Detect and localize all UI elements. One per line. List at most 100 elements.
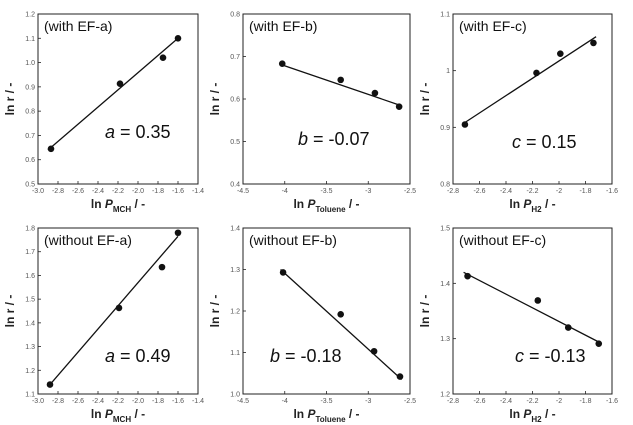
exponent-var: b [298, 129, 308, 149]
exponent-annotation: b = -0.18 [270, 346, 342, 366]
x-axis-label-prefix: ln [91, 197, 105, 211]
plot-frame [452, 13, 613, 185]
x-tick-label: -3.0 [32, 188, 44, 195]
x-tick-label: -1.8 [152, 398, 164, 405]
x-tick-label: -2.6 [473, 398, 485, 405]
panel-1: -3.0 -2.8 -2.6 -2.4 -2.2 -2.0 -1.8 -1.6 -1.4 0.5 0… [3, 12, 204, 215]
x-tick-label: -3.0 [32, 398, 44, 405]
x-tick-label: -4 [282, 188, 288, 195]
exponent-annotation: c = -0.13 [515, 346, 586, 366]
x-tick-label: -1.8 [579, 188, 591, 195]
data-point [595, 340, 603, 347]
x-axis-label-var: P [307, 407, 316, 421]
panel-4: -3.0 -2.8 -2.6 -2.4 -2.2 -2.0 -1.8 -1.6 -1.4 1.1 1… [3, 226, 204, 425]
data-point [159, 54, 167, 62]
y-tick-label: 1.1 [25, 36, 35, 43]
x-tick-label: -4.5 [237, 188, 249, 195]
x-tick-label: -2.2 [526, 188, 538, 195]
x-axis-label-suffix: / - [346, 407, 360, 421]
panel-label: (without EF-b) [249, 232, 337, 248]
panel-label: (with EF-b) [249, 18, 317, 34]
plot-frame [37, 13, 199, 185]
x-axis-label-prefix: ln [509, 197, 523, 211]
x-tick-label: -1.8 [579, 398, 591, 405]
data-point [279, 269, 287, 276]
y-tick-label: 1.3 [230, 267, 240, 274]
x-axis-label: ln PMCH / - [91, 407, 145, 424]
data-point [174, 34, 182, 42]
exponent-value: = 0.35 [115, 122, 171, 142]
data-point [464, 272, 471, 280]
data-point [158, 263, 166, 271]
x-tick-label: -2.8 [447, 398, 459, 405]
x-axis-label-prefix: ln [293, 407, 307, 421]
x-tick-label: -4.5 [237, 398, 249, 405]
y-tick-label: 0.8 [25, 109, 35, 116]
x-axis-label: ln PToluene / - [293, 407, 359, 424]
x-axis-label-var: P [105, 407, 114, 421]
panel-3: -2.8 -2.6 -2.4 -2.2 -2 -1.8 -1.6 0.8 0.9 1 1.1 ln r… [418, 12, 618, 215]
data-point [590, 39, 597, 47]
x-axis-label-suffix: / - [131, 407, 145, 421]
data-point [371, 89, 379, 97]
y-tick-label: 0.8 [440, 182, 450, 189]
y-axis-label: ln r / - [418, 83, 432, 116]
x-tick-label: -1.6 [606, 188, 618, 195]
x-tick-label: -2 [556, 398, 562, 405]
data-point [534, 297, 542, 304]
x-axis-label-sub: MCH [113, 415, 131, 424]
y-tick-label: 1.2 [440, 392, 450, 399]
x-tick-label: -1.6 [172, 188, 184, 195]
exponent-var: c [512, 132, 521, 152]
exponent-value: = 0.15 [521, 132, 577, 152]
data-point [396, 373, 404, 380]
x-tick-label: -2.5 [404, 398, 416, 405]
x-tick-label: -2.0 [132, 398, 144, 405]
x-axis-label: ln PMCH / - [91, 197, 145, 214]
y-tick-label: 0.9 [25, 84, 35, 91]
y-tick-label: 1.5 [440, 226, 450, 233]
x-tick-label: -2.4 [92, 398, 104, 405]
y-tick-label: 1.6 [25, 273, 35, 280]
exponent-annotation: a = 0.35 [105, 122, 171, 142]
data-point [461, 121, 469, 128]
y-tick-label: 0.9 [440, 125, 450, 132]
panel-2: -4.5 -4 -3.5 -3 -2.5 0.4 0.5 0.6 0.7 0.8 ln r / - l… [208, 12, 416, 215]
data-point [116, 80, 124, 87]
x-axis-label-suffix: / - [542, 407, 556, 421]
data-point [533, 69, 540, 77]
exponent-annotation: c = 0.15 [512, 132, 577, 152]
y-tick-label: 1.4 [25, 320, 35, 327]
x-axis-label-prefix: ln [509, 407, 523, 421]
x-axis-label-sub: Toluene [315, 415, 346, 424]
exponent-var: a [105, 122, 115, 142]
panels: -3.0 -2.8 -2.6 -2.4 -2.2 -2.0 -1.8 -1.6 -1.4 0.5 0… [3, 12, 618, 425]
x-tick-label: -1.6 [172, 398, 184, 405]
plot-frame [242, 13, 411, 185]
y-tick-label: 1.3 [25, 344, 35, 351]
x-axis-label-var: P [307, 197, 316, 211]
data-point [337, 76, 344, 84]
exponent-value: = 0.49 [115, 346, 171, 366]
x-tick-label: -2.6 [473, 188, 485, 195]
x-axis-label-var: P [105, 197, 114, 211]
x-tick-label: -2.6 [72, 398, 84, 405]
y-tick-label: 0.8 [230, 12, 240, 19]
fit-line [463, 36, 597, 124]
x-axis-label-var: P [523, 197, 532, 211]
y-tick-label: 1.1 [440, 12, 450, 19]
x-tick-label: -2.2 [112, 188, 124, 195]
x-tick-label: -2 [556, 188, 562, 195]
y-tick-label: 0.7 [230, 54, 240, 61]
x-tick-label: -2.4 [92, 188, 104, 195]
panel-label: (with EF-c) [459, 18, 527, 34]
data-point [564, 324, 572, 331]
x-tick-label: -2.8 [52, 188, 64, 195]
y-tick-label: 1.5 [25, 297, 35, 304]
panel-label: (without EF-c) [459, 232, 546, 248]
y-tick-label: 0.6 [25, 157, 35, 164]
fit-line [47, 235, 179, 388]
data-point [278, 60, 286, 68]
exponent-var: c [515, 346, 524, 366]
